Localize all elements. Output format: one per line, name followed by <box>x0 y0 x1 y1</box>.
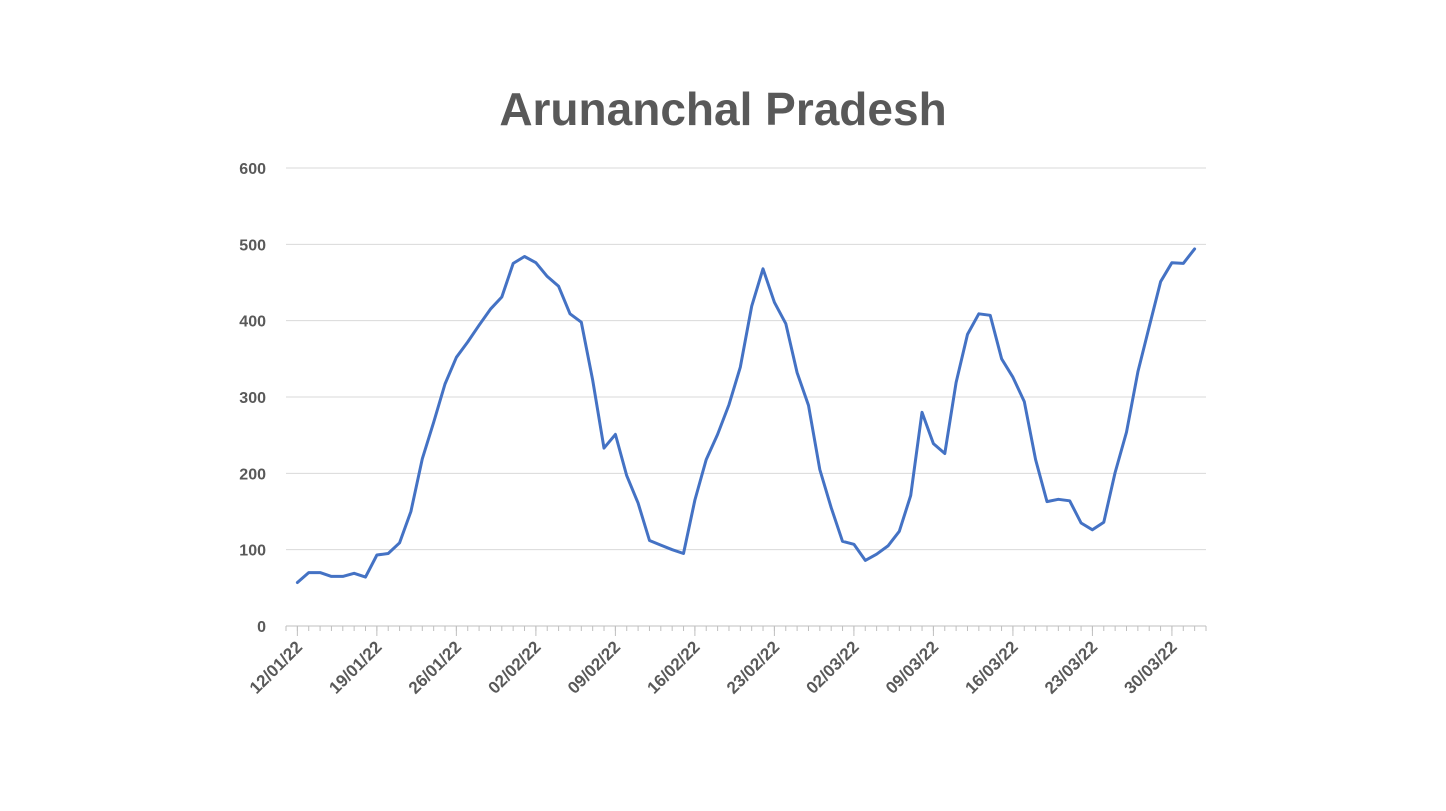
x-tick-label: 23/02/22 <box>723 637 783 697</box>
y-tick-label: 400 <box>239 314 266 331</box>
y-tick-label: 600 <box>239 161 266 178</box>
y-tick-label: 500 <box>239 237 266 254</box>
x-tick-label: 16/03/22 <box>962 637 1022 697</box>
series-line-0 <box>295 247 1197 584</box>
chart-title: Arunanchal Pradesh <box>499 83 947 135</box>
x-tick-label: 09/03/22 <box>882 637 942 697</box>
x-tick-label: 02/02/22 <box>484 637 544 697</box>
x-axis <box>285 625 1207 636</box>
x-tick-label: 02/03/22 <box>802 637 862 697</box>
x-tick-label: 12/01/22 <box>246 637 306 697</box>
x-tick-label: 09/02/22 <box>564 637 624 697</box>
y-tick-label: 300 <box>239 390 266 407</box>
y-tick-label: 100 <box>239 543 266 560</box>
y-tick-label: 200 <box>239 466 266 483</box>
series-group <box>295 247 1197 584</box>
x-tick-label: 26/01/22 <box>405 637 465 697</box>
grid-lines <box>286 167 1206 551</box>
x-tick-label: 16/02/22 <box>643 637 703 697</box>
y-tick-label: 0 <box>257 619 266 636</box>
x-tick-label: 23/03/22 <box>1041 637 1101 697</box>
y-axis-ticks: 0 100 200 300 400 500 600 <box>239 161 266 636</box>
x-axis-ticks: 12/01/22 19/01/22 26/01/22 02/02/22 09/02/22… <box>246 637 1181 697</box>
x-tick-label: 19/01/22 <box>325 637 385 697</box>
x-tick-label: 30/03/22 <box>1121 637 1181 697</box>
